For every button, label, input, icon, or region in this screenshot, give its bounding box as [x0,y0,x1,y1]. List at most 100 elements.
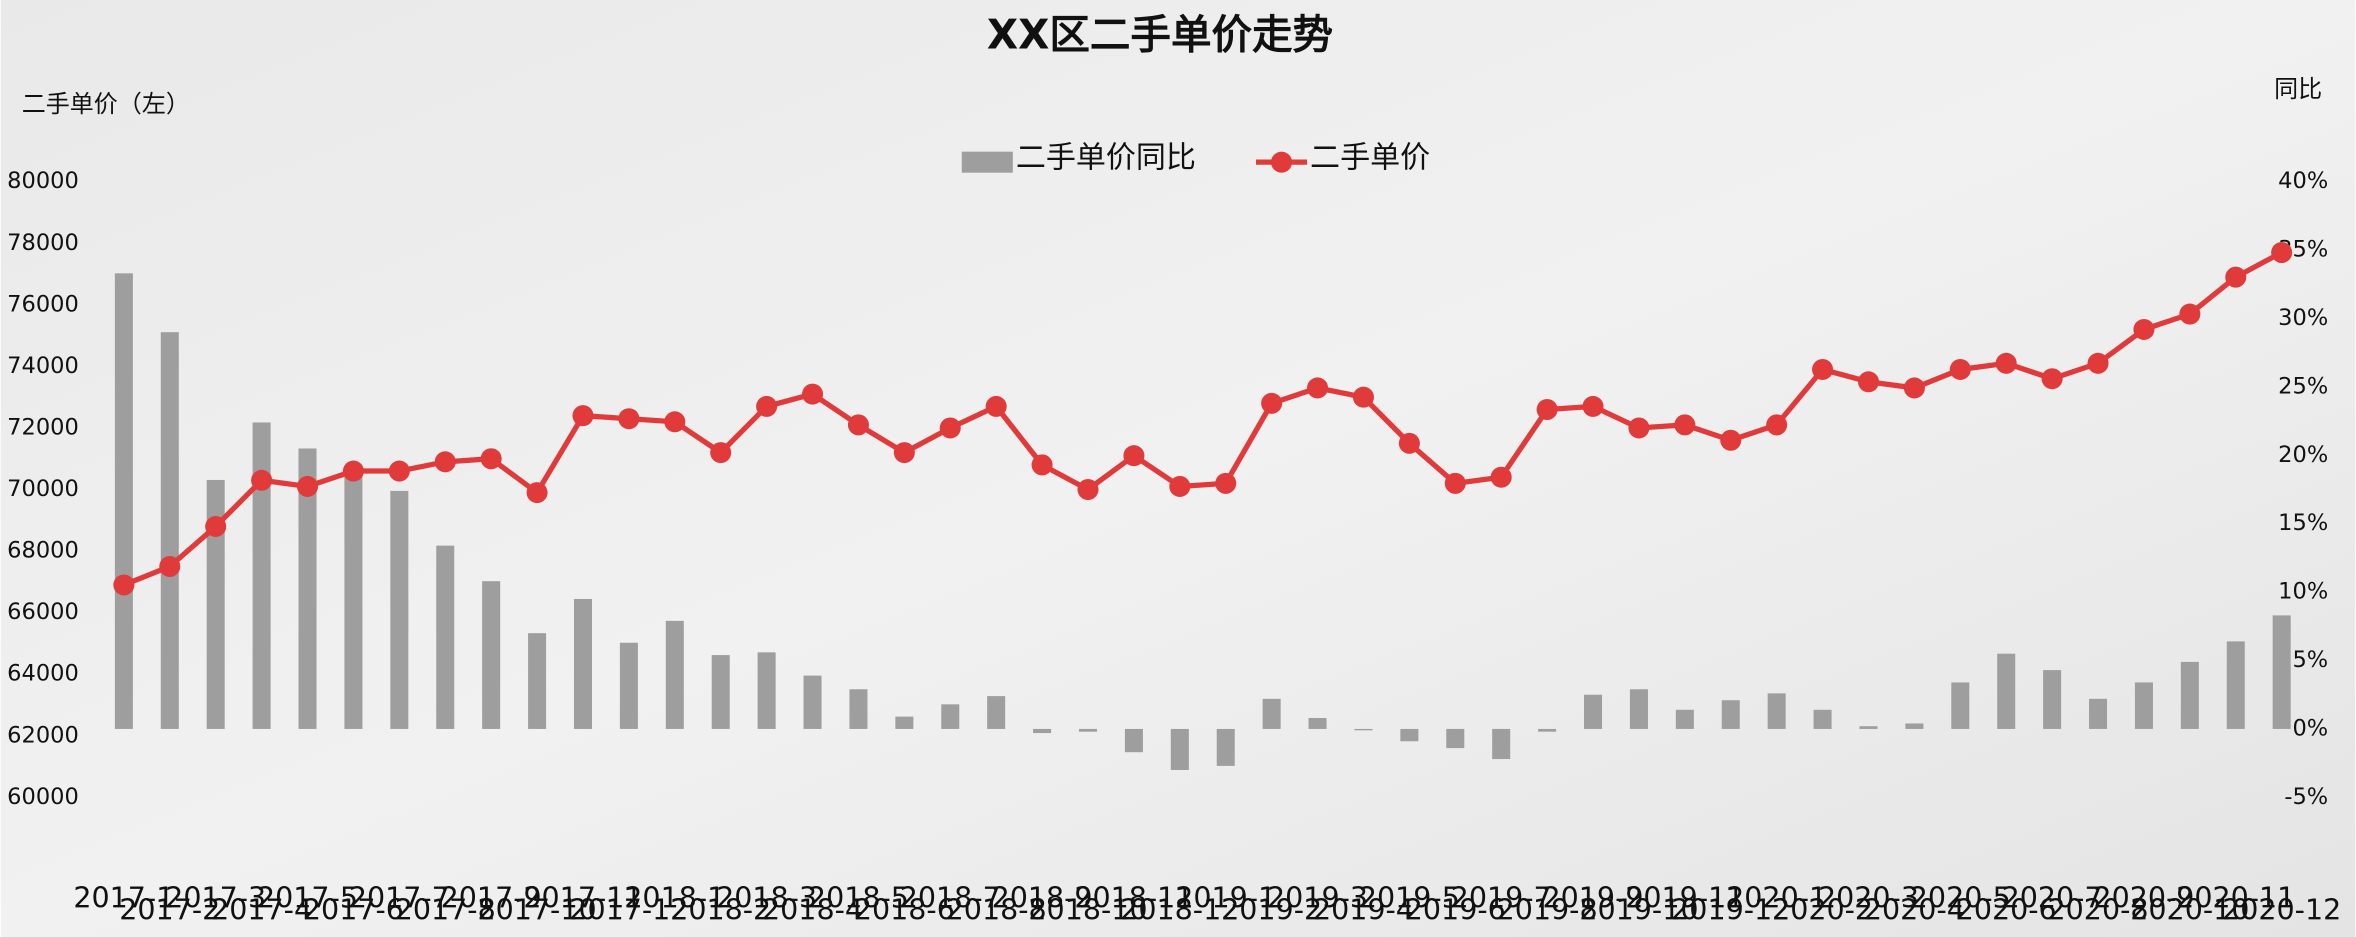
line-marker [297,475,319,497]
y2-tick-label: -5% [2284,784,2328,810]
bar [2043,670,2062,729]
line-marker [2271,241,2293,264]
y-tick-label: 70000 [7,476,79,502]
x-tick-label: 2019-8 [1497,893,1598,926]
line-marker [434,451,456,473]
x-tick-label: 2017-5 [257,881,358,914]
x-tick-label: 2017-9 [441,881,542,914]
bar [2089,698,2108,729]
bar [298,448,317,729]
x-tick-label: 2020-3 [1818,881,1919,914]
y2-axis-label: 同比 [2274,75,2322,103]
legend-label: 二手单价 [1310,141,1430,176]
bar [2180,661,2199,729]
x-tick-label: 2017-8 [395,893,496,926]
bar [573,598,592,729]
x-tick-label: 2020-9 [2093,881,2194,914]
bar [1216,728,1235,766]
bar [1859,726,1878,729]
x-tick-label: 2018-10 [1028,893,1147,926]
bar [160,332,179,729]
x-tick-label: 2019-3 [1267,881,1368,914]
line-marker [939,417,961,439]
bar [1033,728,1052,734]
bar [1675,709,1694,729]
line-marker [847,414,869,436]
bar [1905,723,1924,729]
x-tick-label: 2020-12 [2222,893,2341,926]
bar [2272,615,2291,729]
x-tick-label: 2018-4 [762,893,863,926]
bar [2226,641,2245,729]
line-marker [1215,472,1237,494]
bar [1078,728,1098,732]
bar [1538,728,1557,732]
chart-title: XX区二手单价走势 [987,11,1333,59]
line-marker [1812,358,1834,380]
x-tick-label: 2019-5 [1359,881,1460,914]
bar [344,470,363,729]
bar [757,652,776,729]
x-tick-label: 2020-2 [1772,893,1873,926]
line-marker [2225,266,2247,288]
x-tick-label: 2020-7 [2002,881,2103,914]
x-tick-label: 2019-7 [1451,881,1552,914]
line-marker [1903,377,1925,399]
line-marker [1169,475,1191,497]
x-tick-label: 2017-7 [349,881,450,914]
line-marker [1352,386,1374,408]
line-marker [159,555,181,577]
x-tick-label: 2017-4 [211,893,312,926]
line-marker [618,408,640,430]
line-marker [1031,454,1053,476]
x-tick-label: 2018-5 [808,881,909,914]
line-marker [2179,303,2201,325]
x-tick-label: 2018-7 [900,881,1001,914]
bar [1813,709,1832,729]
x-tick-label: 2018-3 [716,881,817,914]
bar [1308,717,1327,729]
bar [390,490,409,729]
x-tick-label: 2019-2 [1221,893,1322,926]
line-marker [1582,395,1604,417]
line-marker [572,405,594,427]
x-tick-label: 2017-6 [303,893,404,926]
bar [1997,653,2016,729]
line-marker [1261,392,1283,414]
bar [1354,728,1373,731]
line-marker [1766,414,1788,436]
line-marker [802,383,824,405]
line-marker [205,515,227,537]
bar [665,620,684,729]
bar [987,696,1006,729]
bar [1124,728,1143,753]
bar [941,704,960,729]
y-tick-label: 76000 [7,291,79,317]
bar [803,675,822,729]
y-tick-label: 80000 [7,168,79,194]
x-tick-label: 2020-6 [1956,893,2057,926]
y2-tick-label: 5% [2292,647,2328,673]
x-tick-label: 2019-10 [1579,893,1698,926]
x-tick-label: 2017-10 [477,893,596,926]
line-marker [1857,371,1879,393]
bar [1721,700,1740,729]
line-marker [1949,358,1971,380]
bar [436,545,455,729]
x-tick-label: 2017-11 [523,881,642,914]
y2-tick-label: 30% [2278,305,2328,331]
legend-label: 二手单价同比 [1016,141,1196,176]
x-tick-label: 2019-11 [1625,881,1744,914]
x-tick-label: 2019-1 [1175,881,1276,914]
x-tick-label: 2018-11 [1074,881,1193,914]
line-marker [388,460,410,482]
line-marker [1077,479,1099,501]
x-tick-label: 2018-9 [992,881,1093,914]
bar [1584,694,1603,729]
bar [114,273,133,729]
bar [206,479,225,729]
line-marker [1123,445,1145,467]
line-marker [893,442,915,464]
